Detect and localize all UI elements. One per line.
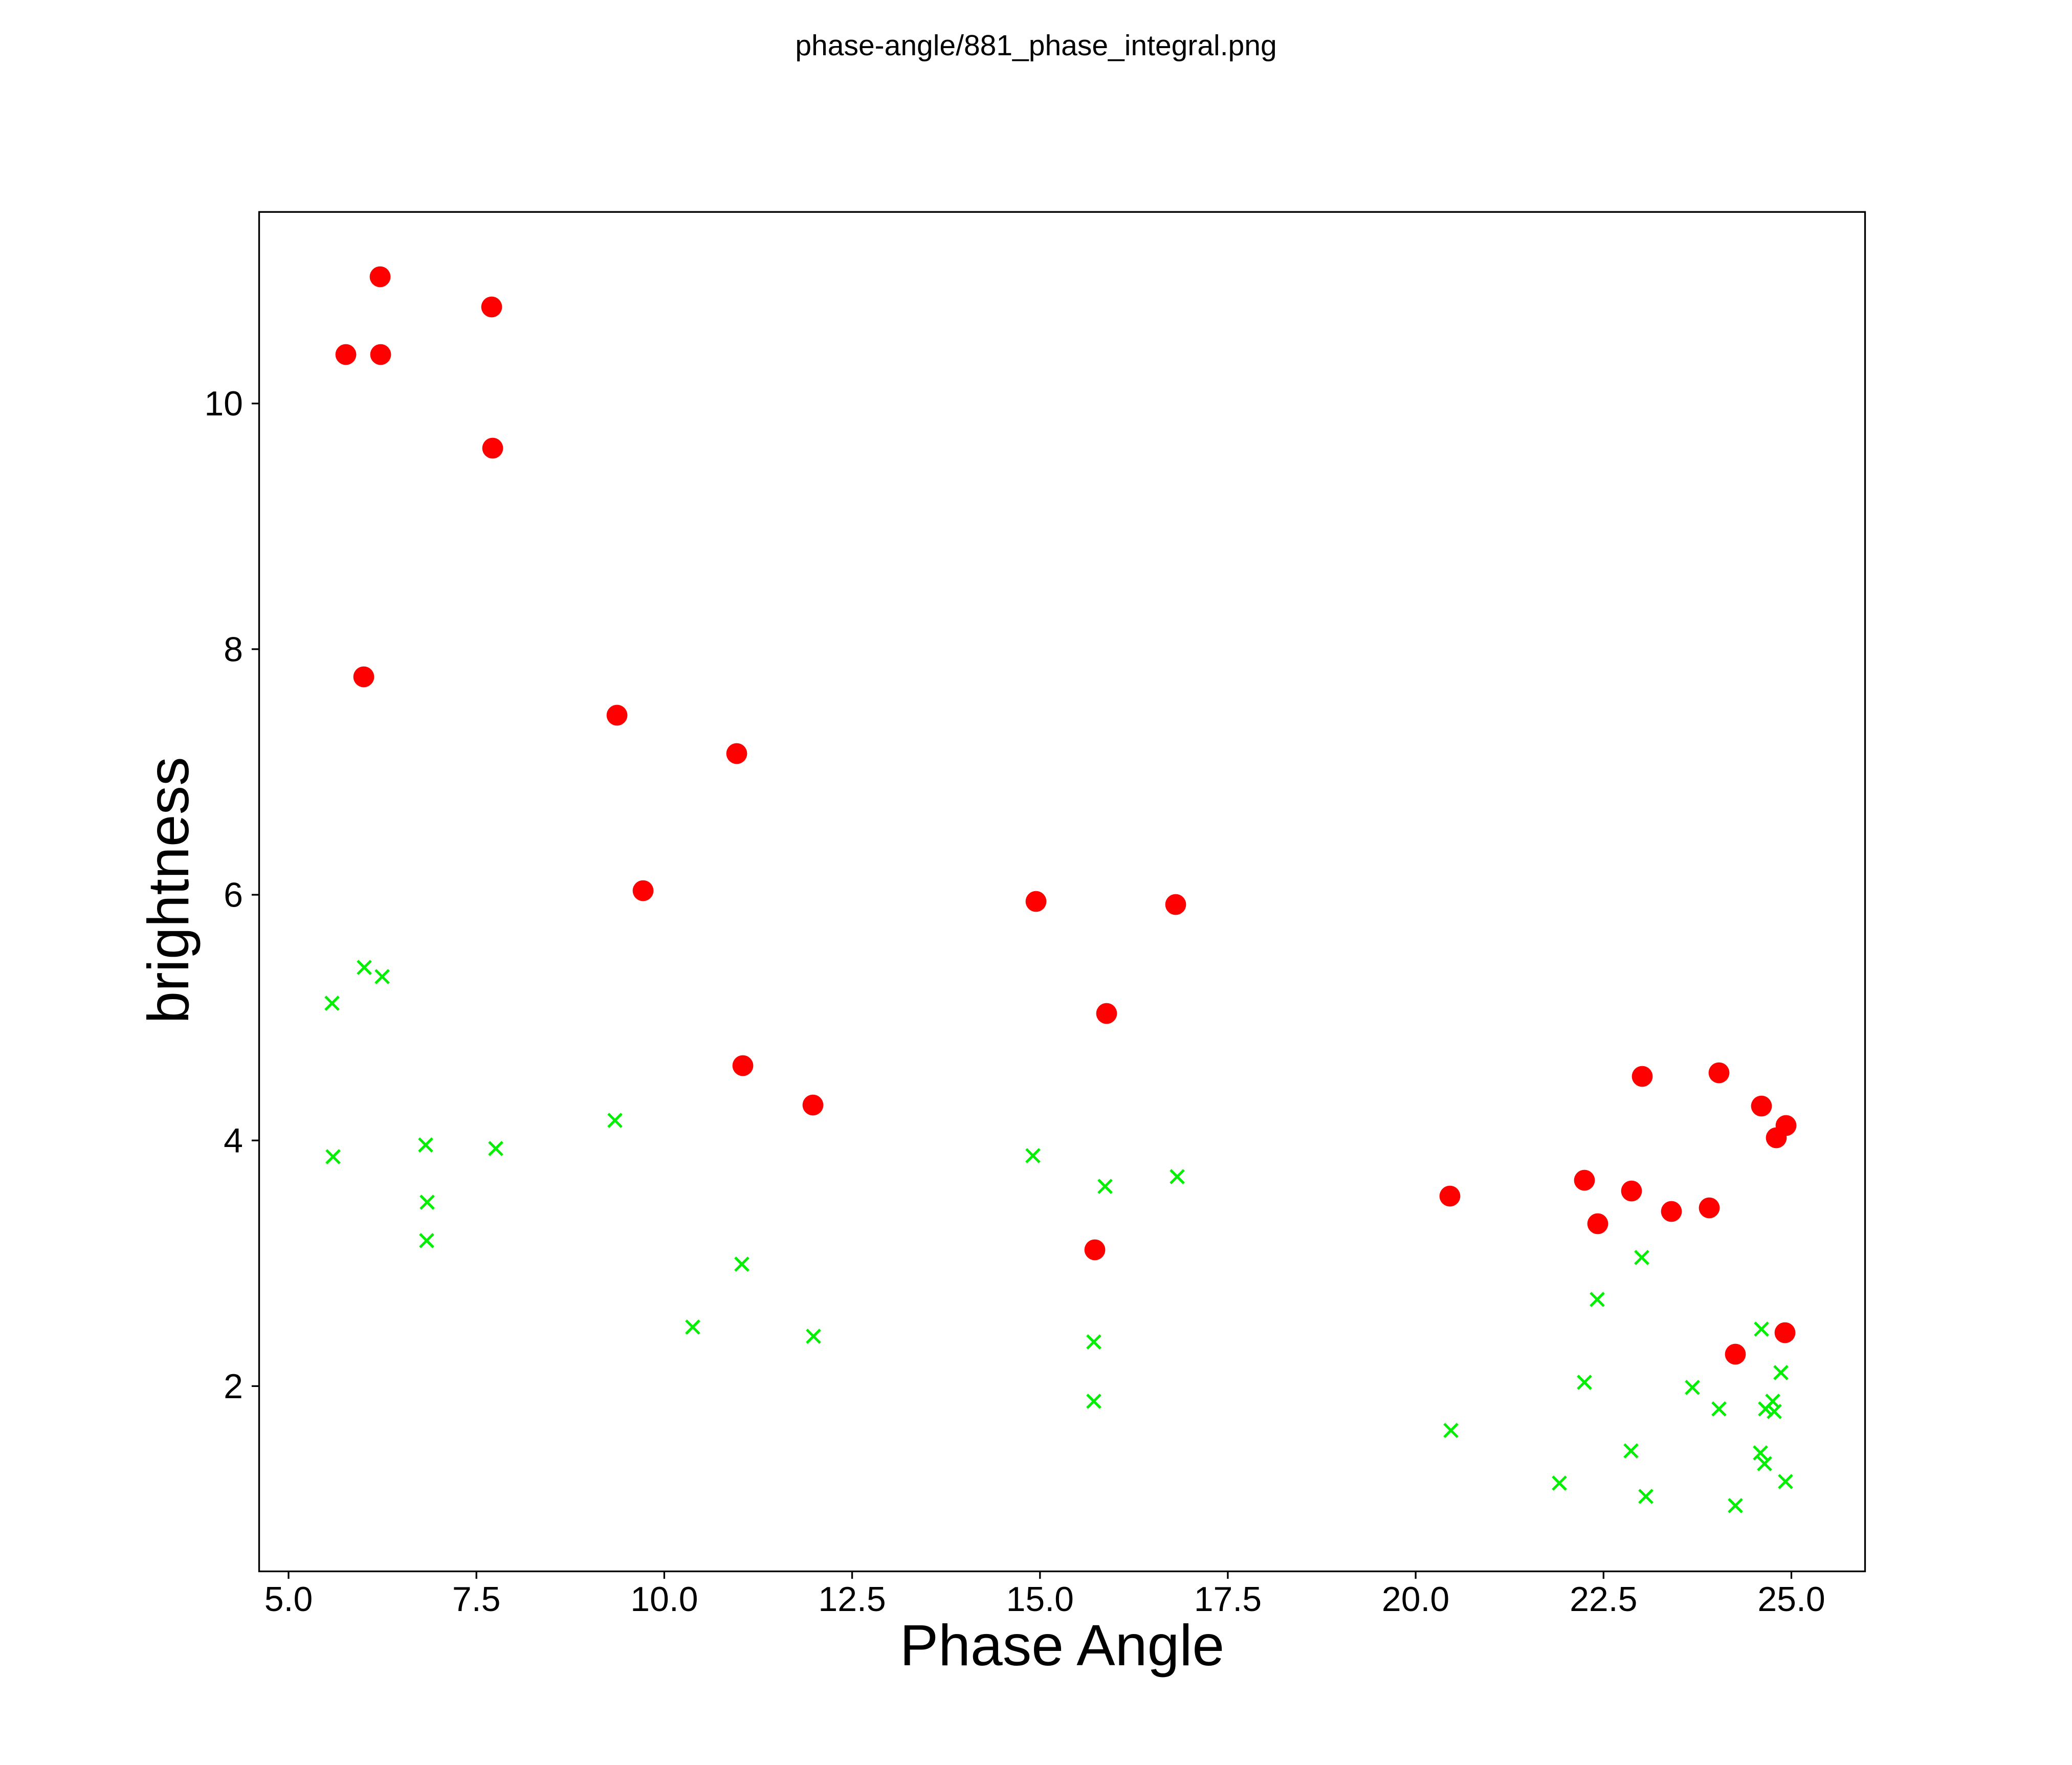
svg-text:22.5: 22.5 (1570, 1580, 1637, 1619)
svg-text:2: 2 (224, 1367, 243, 1406)
svg-text:Phase Angle: Phase Angle (900, 1613, 1225, 1678)
svg-text:brightness: brightness (136, 757, 201, 1023)
svg-text:17.5: 17.5 (1194, 1580, 1262, 1619)
svg-text:6: 6 (224, 876, 243, 915)
svg-text:10.0: 10.0 (630, 1580, 698, 1619)
svg-text:20.0: 20.0 (1382, 1580, 1449, 1619)
svg-text:15.0: 15.0 (1006, 1580, 1074, 1619)
svg-text:8: 8 (224, 630, 243, 669)
svg-text:7.5: 7.5 (452, 1580, 501, 1619)
svg-text:4: 4 (224, 1121, 243, 1160)
svg-text:12.5: 12.5 (818, 1580, 886, 1619)
svg-text:5.0: 5.0 (264, 1580, 313, 1619)
svg-text:phase-angle/881_phase_integral: phase-angle/881_phase_integral.png (795, 29, 1276, 62)
svg-text:25.0: 25.0 (1757, 1580, 1825, 1619)
svg-text:10: 10 (204, 384, 243, 423)
